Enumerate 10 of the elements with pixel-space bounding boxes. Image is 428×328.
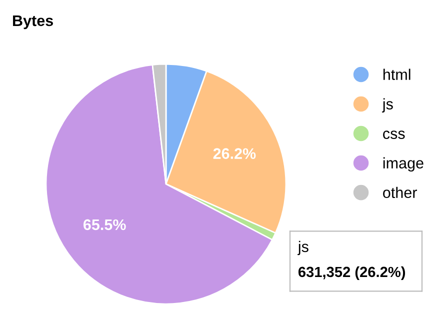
text: 631,352 (26.2%) bbox=[298, 266, 406, 280]
data-label: 26.2% bbox=[213, 148, 256, 159]
data-label: 65.5% bbox=[83, 219, 126, 230]
legend-label: html bbox=[383, 68, 410, 80]
legend-label: css bbox=[383, 130, 405, 140]
text: js bbox=[298, 240, 308, 256]
legend-label: image bbox=[383, 157, 424, 172]
legend-label: js bbox=[382, 98, 393, 113]
legend-label: other bbox=[383, 186, 417, 198]
chart-title: Bytes bbox=[13, 15, 53, 30]
